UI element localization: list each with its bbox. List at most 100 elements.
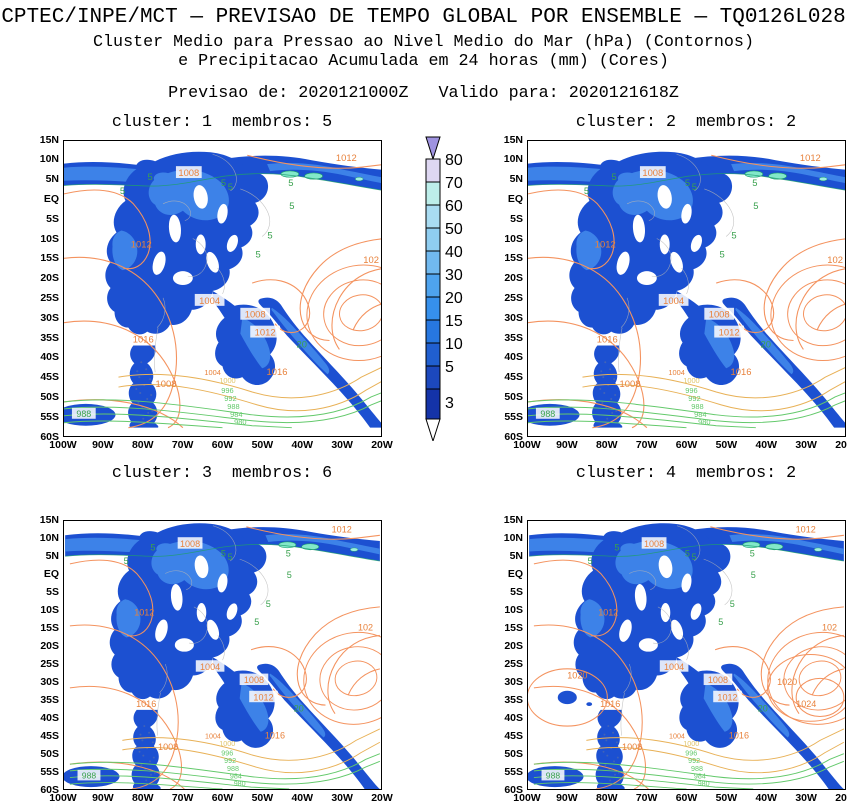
svg-text:5: 5 [588, 555, 593, 565]
svg-text:3: 3 [445, 395, 454, 412]
svg-text:5: 5 [289, 199, 294, 210]
svg-text:1000: 1000 [683, 740, 699, 748]
svg-text:5: 5 [720, 248, 725, 259]
svg-text:988: 988 [82, 770, 97, 780]
svg-text:1012: 1012 [131, 238, 152, 249]
svg-text:1016: 1016 [729, 730, 749, 740]
svg-text:102: 102 [827, 254, 843, 265]
svg-text:5: 5 [150, 542, 155, 552]
svg-text:1016: 1016 [136, 698, 156, 708]
svg-text:988: 988 [540, 408, 555, 418]
svg-text:1012: 1012 [717, 692, 737, 702]
svg-text:1012: 1012 [255, 326, 276, 337]
svg-text:1008: 1008 [622, 741, 642, 751]
svg-text:5: 5 [692, 180, 697, 191]
svg-text:5: 5 [685, 548, 690, 558]
svg-text:1008: 1008 [158, 741, 178, 751]
svg-text:5: 5 [685, 176, 690, 187]
svg-text:5: 5 [148, 171, 153, 182]
svg-text:1008: 1008 [245, 308, 266, 319]
svg-text:1016: 1016 [597, 333, 618, 344]
svg-text:5: 5 [120, 184, 125, 195]
svg-text:1000: 1000 [219, 376, 235, 385]
svg-text:1016: 1016 [133, 333, 154, 344]
svg-text:5: 5 [750, 548, 755, 558]
svg-text:5: 5 [753, 199, 758, 210]
svg-text:5: 5 [288, 176, 293, 187]
svg-text:40: 40 [445, 244, 463, 261]
svg-text:70: 70 [445, 175, 463, 192]
svg-text:5: 5 [584, 184, 589, 195]
svg-text:5: 5 [614, 542, 619, 552]
svg-text:1004: 1004 [200, 661, 220, 671]
svg-text:5: 5 [730, 598, 735, 608]
svg-text:1012: 1012 [719, 326, 740, 337]
svg-text:102: 102 [822, 622, 837, 632]
svg-text:1008: 1008 [642, 167, 663, 178]
svg-text:1008: 1008 [709, 308, 730, 319]
svg-text:1008: 1008 [178, 167, 199, 178]
svg-text:1016: 1016 [265, 730, 285, 740]
svg-text:1016: 1016 [731, 366, 752, 377]
svg-text:1004: 1004 [664, 661, 684, 671]
svg-text:1016: 1016 [600, 698, 620, 708]
svg-text:5: 5 [731, 229, 736, 240]
svg-text:1004: 1004 [199, 294, 220, 305]
svg-text:980: 980 [234, 417, 246, 426]
svg-text:5: 5 [221, 548, 226, 558]
svg-text:1008: 1008 [156, 378, 177, 389]
svg-text:102: 102 [363, 254, 379, 265]
svg-text:1012: 1012 [332, 524, 352, 534]
svg-text:5: 5 [267, 229, 272, 240]
svg-text:1020: 1020 [567, 670, 587, 680]
svg-text:5: 5 [752, 176, 757, 187]
svg-text:5: 5 [221, 176, 226, 187]
svg-text:1008: 1008 [180, 538, 200, 548]
svg-text:1016: 1016 [267, 366, 288, 377]
svg-text:80: 80 [445, 152, 463, 169]
svg-text:1000: 1000 [219, 740, 235, 748]
svg-text:5: 5 [256, 248, 261, 259]
svg-text:988: 988 [76, 408, 91, 418]
svg-text:1024: 1024 [796, 698, 816, 708]
svg-text:980: 980 [698, 780, 710, 788]
svg-text:5: 5 [287, 570, 292, 580]
svg-text:1008: 1008 [244, 675, 264, 685]
svg-text:5: 5 [266, 598, 271, 608]
svg-text:5: 5 [751, 570, 756, 580]
svg-text:980: 980 [234, 780, 246, 788]
svg-text:60: 60 [445, 198, 463, 215]
svg-text:20: 20 [297, 338, 307, 349]
svg-text:20: 20 [761, 338, 771, 349]
svg-text:10: 10 [445, 336, 463, 353]
svg-text:1004: 1004 [663, 294, 684, 305]
svg-text:5: 5 [445, 359, 454, 376]
svg-text:5: 5 [718, 616, 723, 626]
svg-text:102: 102 [358, 622, 373, 632]
svg-text:1012: 1012 [598, 607, 618, 617]
svg-text:1012: 1012 [595, 238, 616, 249]
svg-text:1012: 1012 [336, 152, 357, 163]
svg-text:1008: 1008 [644, 538, 664, 548]
svg-text:20: 20 [758, 703, 768, 713]
svg-text:50: 50 [445, 221, 463, 238]
svg-text:1012: 1012 [134, 607, 154, 617]
svg-text:5: 5 [286, 548, 291, 558]
svg-text:1000: 1000 [683, 376, 699, 385]
svg-text:5: 5 [124, 555, 129, 565]
svg-text:15: 15 [445, 313, 463, 330]
svg-text:5: 5 [254, 616, 259, 626]
svg-text:1008: 1008 [708, 675, 728, 685]
svg-text:1020: 1020 [777, 677, 797, 687]
svg-text:20: 20 [294, 703, 304, 713]
svg-text:5: 5 [228, 180, 233, 191]
svg-text:5: 5 [612, 171, 617, 182]
svg-text:1012: 1012 [253, 692, 273, 702]
svg-text:1012: 1012 [800, 152, 821, 163]
svg-text:980: 980 [698, 417, 710, 426]
svg-text:5: 5 [228, 552, 233, 562]
svg-text:5: 5 [692, 552, 697, 562]
svg-text:1008: 1008 [620, 378, 641, 389]
svg-text:20: 20 [445, 290, 463, 307]
svg-text:988: 988 [546, 770, 561, 780]
